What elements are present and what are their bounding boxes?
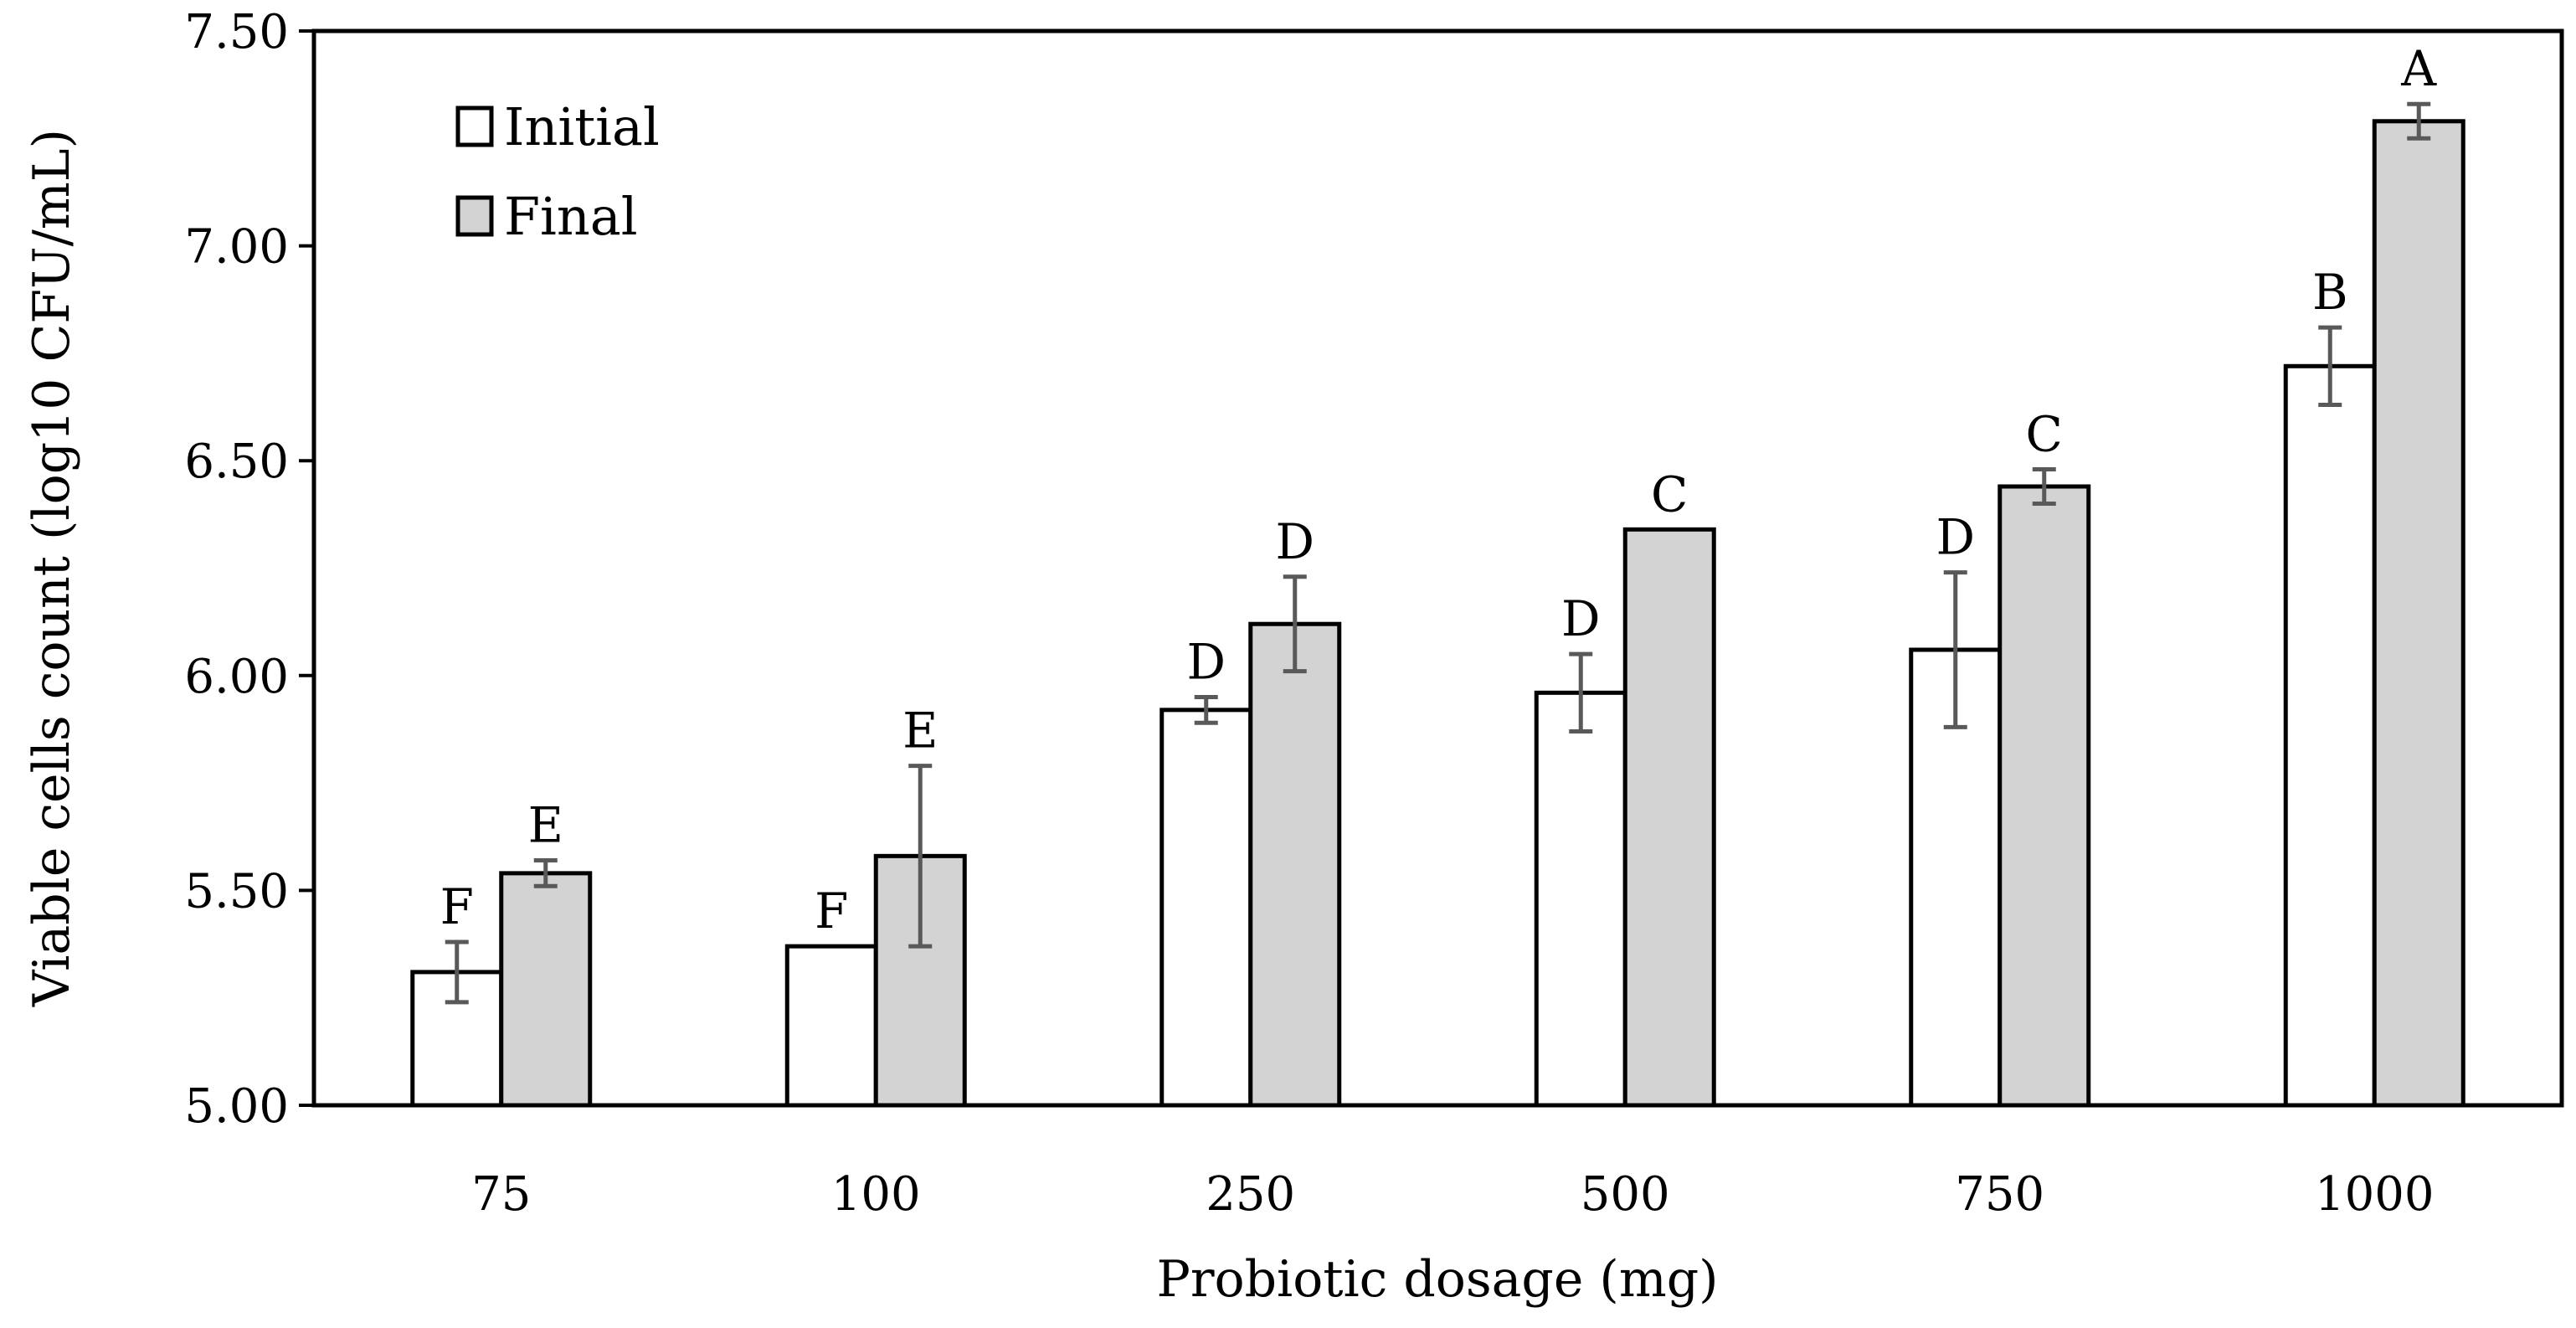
x-tick-label: 1000 (2315, 1167, 2435, 1222)
x-axis-title: Probiotic dosage (mg) (1156, 1250, 1718, 1309)
significance-label-final: C (2026, 405, 2063, 462)
error-bars-layer (445, 101, 2431, 1005)
bar-initial (784, 944, 878, 1108)
y-axis-ticks: 5.00 5.50 6.00 6.50 7.00 7.50 (184, 5, 314, 1134)
plot-area-frame (311, 28, 2564, 1108)
legend-label-initial: Initial (504, 96, 660, 157)
legend-label-final: Final (504, 186, 638, 247)
y-tick-label: 6.50 (184, 435, 289, 489)
x-tick-label: 500 (1581, 1167, 1670, 1222)
significance-label-initial: D (1186, 633, 1226, 690)
bar-final (499, 871, 593, 1108)
x-tick-label: 100 (831, 1167, 921, 1222)
significance-label-final: A (2400, 40, 2437, 97)
legend-swatch-final (455, 195, 494, 237)
bars-layer (410, 119, 2465, 1108)
bar-final (1622, 527, 1716, 1108)
significance-label-final: E (902, 703, 938, 759)
significance-label-initial: D (1936, 509, 1975, 566)
significance-label-initial: D (1561, 590, 1601, 647)
legend: Initial Final (455, 96, 660, 247)
y-tick-label: 7.00 (184, 220, 289, 275)
significance-label-final: E (528, 796, 563, 853)
bar-final (1248, 621, 1342, 1108)
y-tick-label: 5.00 (184, 1079, 289, 1134)
significance-label-final: C (1651, 466, 1688, 522)
x-axis-ticks: 75 100 250 500 750 1000 (471, 1167, 2434, 1222)
y-tick-label: 5.50 (184, 864, 289, 919)
x-tick-label: 75 (471, 1167, 531, 1222)
bar-initial (1159, 708, 1253, 1108)
x-tick-label: 250 (1206, 1167, 1295, 1222)
significance-label-initial: B (2312, 264, 2348, 321)
y-tick-label: 7.50 (184, 5, 289, 59)
bar-final (2372, 119, 2465, 1108)
significance-label-initial: F (815, 883, 848, 939)
significance-label-final: D (1275, 513, 1314, 570)
x-tick-label: 750 (1955, 1167, 2044, 1222)
y-tick-label: 6.00 (184, 650, 289, 704)
y-axis-title: Viable cells count (log10 CFU/mL) (23, 129, 81, 1007)
bar-final (1998, 484, 2091, 1108)
legend-swatch-initial (455, 106, 494, 147)
significance-label-initial: F (440, 878, 474, 935)
bar-initial (1534, 690, 1627, 1108)
bar-initial (2283, 363, 2377, 1108)
